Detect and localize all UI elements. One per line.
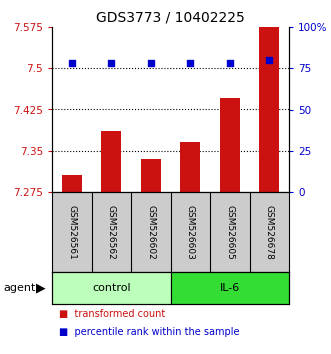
- Bar: [170, 272, 289, 304]
- Point: [266, 57, 272, 63]
- Bar: [260, 27, 279, 192]
- Text: control: control: [92, 283, 130, 293]
- Bar: [141, 159, 161, 192]
- Bar: [52, 272, 170, 304]
- Text: IL-6: IL-6: [220, 283, 240, 293]
- Text: ■  percentile rank within the sample: ■ percentile rank within the sample: [59, 327, 239, 337]
- Text: GSM526678: GSM526678: [265, 205, 274, 259]
- Bar: [180, 143, 200, 192]
- Text: GSM526605: GSM526605: [225, 205, 234, 259]
- Point: [148, 61, 153, 66]
- Point: [69, 61, 74, 66]
- Bar: [101, 131, 121, 192]
- Bar: [62, 176, 82, 192]
- Text: GSM526562: GSM526562: [107, 205, 116, 259]
- Text: agent: agent: [3, 283, 36, 293]
- Text: ▶: ▶: [36, 281, 46, 295]
- Text: ■  transformed count: ■ transformed count: [59, 309, 165, 319]
- Title: GDS3773 / 10402225: GDS3773 / 10402225: [96, 11, 245, 24]
- Text: GSM526561: GSM526561: [67, 205, 76, 259]
- Bar: [220, 98, 240, 192]
- Point: [227, 61, 232, 66]
- Point: [109, 61, 114, 66]
- Text: GSM526602: GSM526602: [146, 205, 155, 259]
- Text: GSM526603: GSM526603: [186, 205, 195, 259]
- Point: [188, 61, 193, 66]
